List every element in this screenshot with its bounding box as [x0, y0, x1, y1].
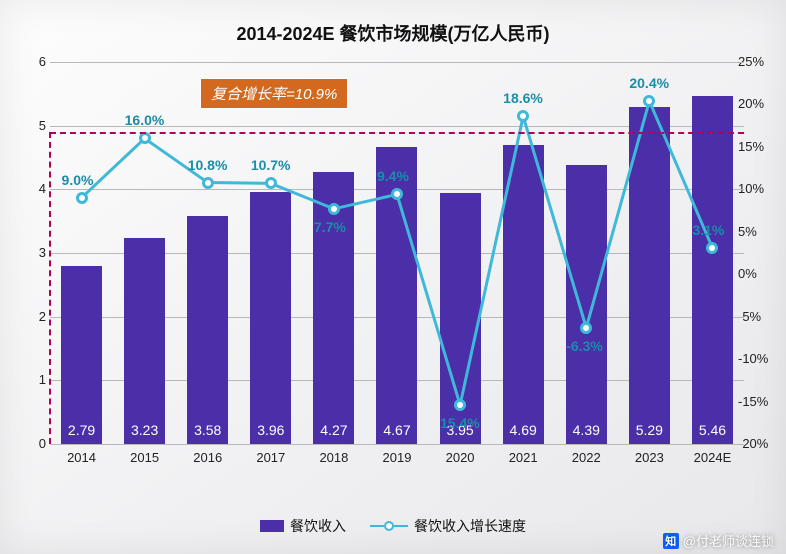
legend-bar-label: 餐饮收入	[290, 516, 346, 536]
bar-swatch-icon	[260, 520, 284, 532]
zhihu-icon: 知	[663, 533, 679, 549]
legend-item-line: 餐饮收入增长速度	[370, 516, 526, 536]
legend-line-label: 餐饮收入增长速度	[414, 516, 526, 536]
watermark-text: @付老师谈连锁	[683, 531, 774, 550]
dashed-reference-line	[50, 132, 744, 134]
watermark: 知 @付老师谈连锁	[663, 531, 774, 550]
chart-frame: 2014-2024E 餐饮市场规模(万亿人民币) 0123456 -20%-15…	[0, 0, 786, 554]
cagr-text: 复合增长率=10.9%	[211, 86, 337, 103]
cagr-annotation: 复合增长率=10.9%	[200, 78, 348, 109]
plot-area: 2.793.233.583.964.274.673.954.694.395.29…	[50, 62, 744, 444]
line-marker-icon	[370, 521, 408, 531]
legend-item-bars: 餐饮收入	[260, 516, 346, 536]
chart-title: 2014-2024E 餐饮市场规模(万亿人民币)	[0, 20, 786, 46]
